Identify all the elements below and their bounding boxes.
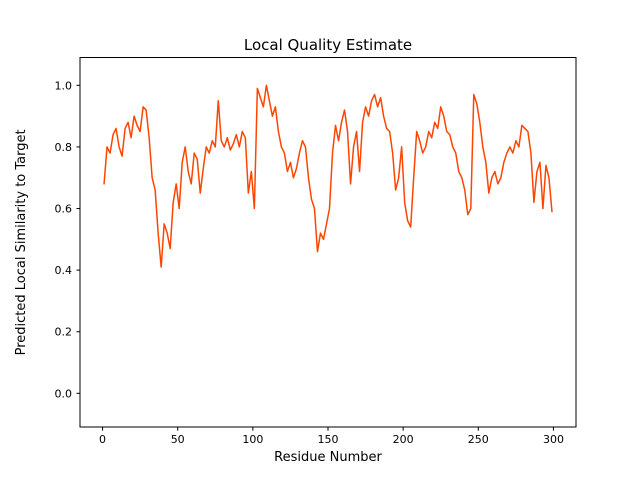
chart-title: Local Quality Estimate (244, 36, 412, 54)
x-tick-label: 250 (468, 433, 489, 446)
x-tick-label: 0 (99, 433, 106, 446)
y-tick-label: 1.0 (55, 79, 73, 92)
x-tick-label: 100 (242, 433, 263, 446)
x-tick-label: 150 (318, 433, 339, 446)
y-axis-label: Predicted Local Similarity to Target (14, 129, 29, 355)
y-tick-label: 0.2 (55, 326, 73, 339)
plot-area (79, 57, 577, 428)
x-axis-ticks: 0 50 100 150 200 250 300 (99, 427, 564, 446)
y-tick-label: 0.6 (55, 203, 73, 216)
x-tick-label: 200 (393, 433, 414, 446)
x-tick-label: 50 (171, 433, 185, 446)
y-tick-label: 0.8 (55, 141, 73, 154)
y-tick-label: 0.0 (55, 387, 73, 400)
quality-line-series (103, 84, 553, 268)
x-axis-label: Residue Number (274, 450, 382, 465)
x-tick-label: 300 (543, 433, 564, 446)
y-axis-ticks: 0.0 0.2 0.4 0.6 0.8 1.0 (55, 79, 80, 400)
y-tick-label: 0.4 (55, 264, 73, 277)
